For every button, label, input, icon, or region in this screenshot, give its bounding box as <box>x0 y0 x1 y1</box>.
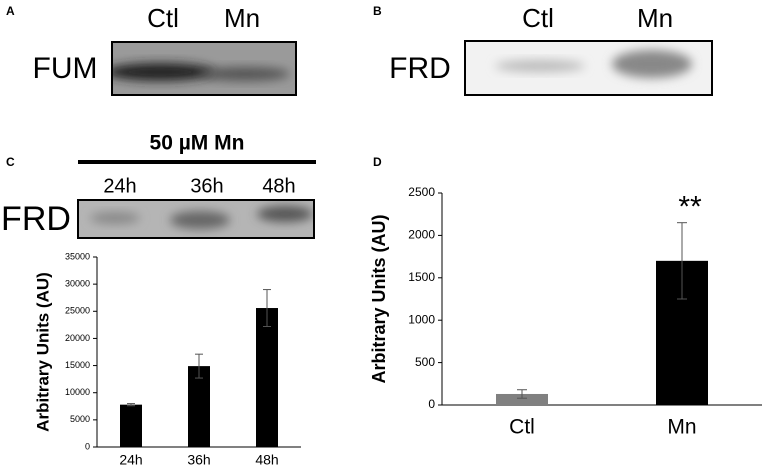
x-tick-label: Ctl <box>509 416 535 439</box>
lane-label: Ctl <box>147 3 179 33</box>
lane-label: 36h <box>190 175 223 197</box>
protein-label: FUM <box>33 52 98 85</box>
bar <box>256 308 278 447</box>
y-tick-label: 2000 <box>408 228 435 242</box>
y-tick-label: 500 <box>415 355 435 369</box>
lane-label: 24h <box>103 175 136 197</box>
blot <box>78 200 314 238</box>
y-tick-label: 5000 <box>70 414 90 424</box>
x-tick-label: 48h <box>255 452 278 468</box>
protein-label: FRD <box>1 200 71 238</box>
x-tick-label: 24h <box>119 452 142 468</box>
x-tick-label: 36h <box>187 452 210 468</box>
y-tick-label: 1000 <box>408 312 435 326</box>
y-tick-label: 0 <box>428 397 435 411</box>
y-tick-label: 2500 <box>408 185 435 199</box>
blot <box>465 41 712 95</box>
y-tick-label: 1500 <box>408 270 435 284</box>
y-tick-label: 30000 <box>65 279 90 289</box>
panel-label: C <box>6 155 15 169</box>
lane-label: Mn <box>224 3 260 33</box>
panel-label: A <box>6 4 15 18</box>
y-tick-label: 25000 <box>65 306 90 316</box>
error-bar <box>677 222 687 300</box>
bar <box>120 404 142 447</box>
panel-label: D <box>373 155 382 169</box>
treatment-label: 50 µM Mn <box>150 132 245 155</box>
x-tick-label: Mn <box>667 416 696 439</box>
error-bar <box>263 289 271 327</box>
lane-label: Ctl <box>522 3 554 33</box>
protein-label: FRD <box>389 52 451 85</box>
y-axis-title: Arbitrary Units (AU) <box>33 272 52 432</box>
y-tick-label: 35000 <box>65 251 90 261</box>
blot <box>112 42 296 95</box>
lane-label: Mn <box>637 3 673 33</box>
lane-label: 48h <box>262 175 295 197</box>
y-tick-label: 15000 <box>65 360 90 370</box>
y-tick-label: 20000 <box>65 333 90 343</box>
significance-annotation: ** <box>678 191 702 224</box>
error-bar <box>195 353 203 379</box>
y-axis-title: Arbitrary Units (AU) <box>369 214 389 383</box>
bar <box>188 366 210 447</box>
error-bar <box>127 403 135 407</box>
error-bar <box>517 389 527 399</box>
bar <box>496 393 548 405</box>
panel-label: B <box>373 4 382 18</box>
y-tick-label: 0 <box>85 441 90 451</box>
y-tick-label: 10000 <box>65 387 90 397</box>
